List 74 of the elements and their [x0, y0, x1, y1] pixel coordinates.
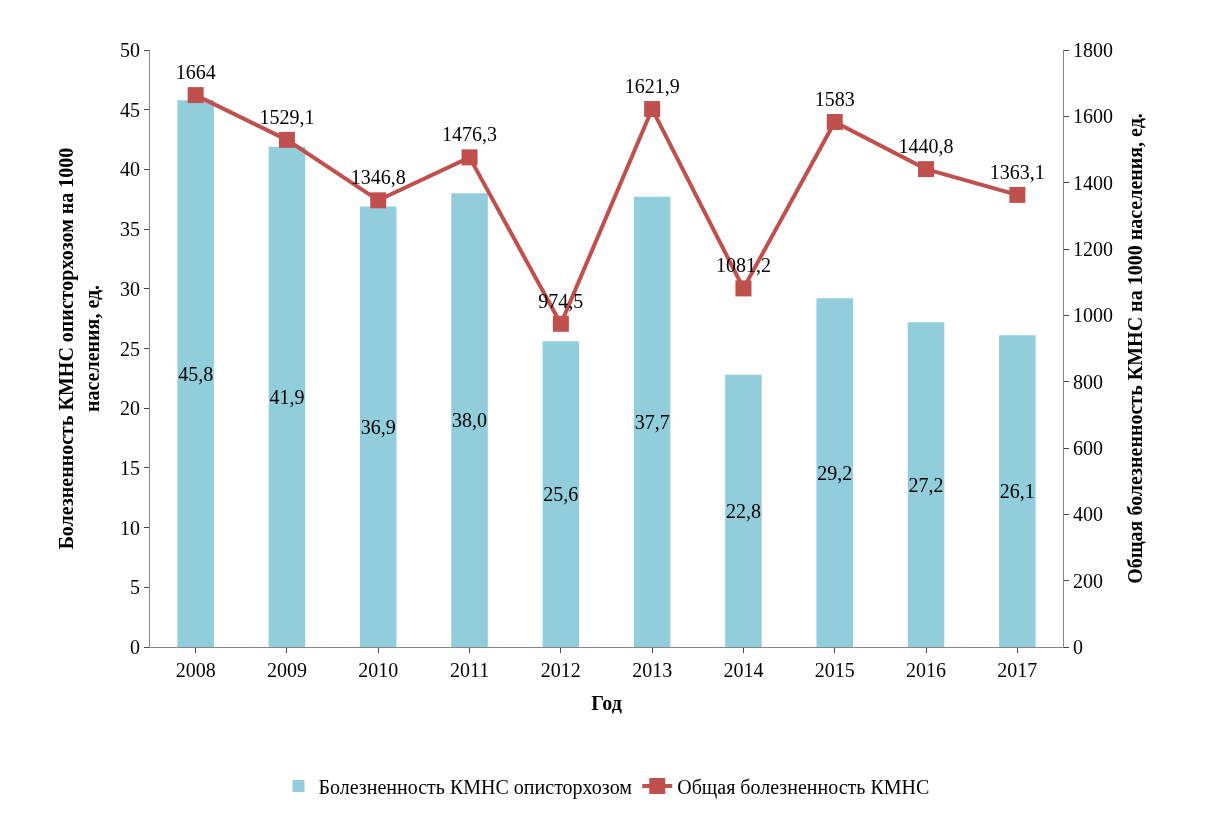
y-tick-label: 10: [120, 516, 140, 539]
y2-axis-title: Общая болезненность КМНС на 1000 населения, ед.: [1123, 113, 1146, 584]
data-label: 36,9: [360, 415, 396, 438]
y-tick-label: 0: [130, 636, 140, 658]
bar: [633, 196, 671, 647]
y-tick-label: 35: [120, 218, 140, 241]
y2-tick-label: 200: [1073, 569, 1103, 592]
data-label: 1529,1: [259, 105, 315, 128]
y-tick-label: 45: [120, 98, 140, 121]
y-tick-label: 50: [120, 39, 140, 61]
y-tick-label: 30: [120, 277, 140, 300]
y2-tick-label: 1000: [1073, 304, 1113, 327]
data-label: 26,1: [999, 480, 1035, 503]
point: [826, 113, 843, 130]
y2-tick-label: 1400: [1073, 171, 1113, 194]
y2-tick-label: 1200: [1073, 238, 1113, 260]
y-tick-label: 25: [120, 337, 140, 360]
point: [1009, 186, 1026, 203]
data-label: 1363,1: [989, 160, 1045, 183]
point: [735, 280, 752, 297]
y2-tick-label: 600: [1073, 437, 1103, 459]
data-label: 27,2: [908, 473, 944, 496]
data-label: 38,0: [452, 409, 488, 432]
bar: [177, 100, 214, 647]
y-tick-label: 5: [130, 576, 140, 599]
legend-label: Болезненность КМНС описторхозом: [318, 775, 633, 799]
data-label: 37,7: [634, 410, 670, 433]
y2-tick-label: 800: [1073, 370, 1103, 393]
bar: [359, 206, 397, 647]
x-tick-label: 2013: [632, 659, 673, 681]
point: [187, 87, 204, 104]
y-tick-label: 40: [120, 158, 140, 181]
bar: [268, 146, 306, 647]
x-tick-label: 2009: [266, 659, 307, 681]
legend-label: Общая болезненность КМНС: [677, 775, 930, 799]
point: [278, 131, 295, 148]
point: [370, 192, 387, 209]
data-label: 1621,9: [624, 75, 680, 98]
data-label: 45,8: [178, 362, 214, 385]
bar: [542, 341, 580, 647]
x-tick-label: 2011: [449, 659, 490, 681]
bar: [816, 298, 854, 647]
point: [552, 315, 569, 332]
bar: [725, 374, 762, 647]
data-label: 1583: [814, 87, 855, 110]
x-tick-label: 2015: [814, 659, 855, 681]
y-tick-label: 15: [120, 456, 140, 479]
bar: [999, 335, 1036, 647]
x-tick-label: 2010: [358, 659, 399, 681]
point: [918, 161, 935, 178]
data-label: 22,8: [725, 499, 761, 522]
data-label: 41,9: [269, 385, 305, 408]
x-tick-label: 2014: [723, 659, 764, 681]
y2-tick-label: 400: [1073, 503, 1103, 526]
data-label: 29,2: [817, 461, 853, 484]
x-tick-label: 2012: [540, 659, 581, 681]
bar: [907, 322, 945, 647]
x-tick-label: 2017: [997, 659, 1038, 681]
y2-tick-label: 1600: [1073, 105, 1113, 128]
y2-tick-label: 0: [1073, 636, 1083, 658]
y2-tick-label: 1800: [1073, 39, 1113, 61]
data-label: 1476,3: [442, 123, 498, 146]
data-label: 1346,8: [350, 166, 406, 189]
bar: [451, 193, 488, 647]
x-tick-label: 2008: [175, 659, 216, 681]
data-label: 25,6: [543, 483, 579, 506]
data-label: 1664: [175, 61, 216, 84]
x-axis-title: Год: [591, 691, 622, 714]
y-tick-label: 20: [120, 397, 140, 420]
point: [461, 149, 478, 166]
y-axis-title: Болезненность КМНС описторхозом на 1000 населения, ед.: [54, 147, 103, 550]
x-tick-label: 2016: [906, 659, 947, 681]
point: [644, 101, 661, 118]
data-label: 1440,8: [898, 135, 954, 158]
